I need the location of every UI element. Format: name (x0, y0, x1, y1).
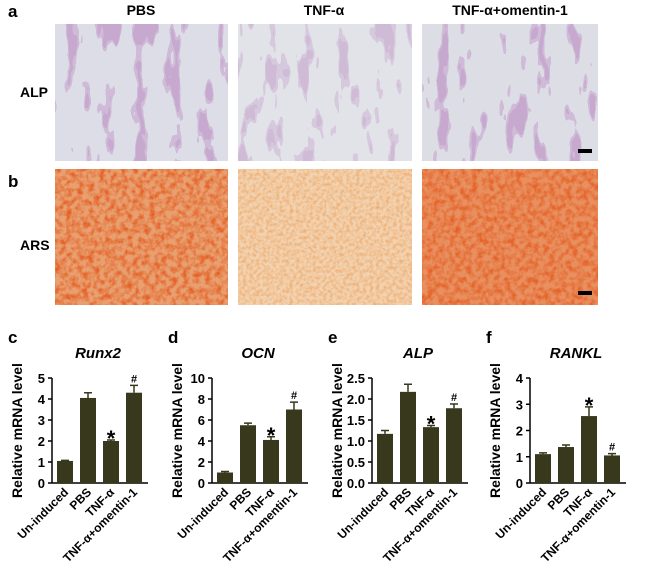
y-tick-label: 1.5 (347, 413, 365, 428)
bar (217, 472, 233, 483)
panel-label: f (486, 328, 492, 347)
y-tick-label: 2 (38, 434, 45, 449)
ars-images (55, 169, 598, 305)
row-label: ALP (20, 84, 48, 100)
y-tick-label: 4 (198, 434, 206, 449)
y-tick-label: 4 (38, 392, 46, 407)
error-bar (267, 436, 275, 440)
y-tick-label: 0 (198, 476, 205, 491)
chart-title: OCN (241, 345, 276, 362)
bar (286, 409, 302, 483)
y-tick-label: 1 (38, 455, 45, 470)
panel-label: b (8, 172, 18, 191)
y-tick-label: 1 (516, 450, 523, 465)
y-axis-label: Relative mRNA level (9, 363, 25, 498)
image-texture (55, 169, 228, 305)
error-bar (450, 403, 458, 409)
y-tick-label: 8 (198, 392, 205, 407)
annotation: * (107, 426, 116, 451)
error-bar (244, 422, 252, 426)
error-bar (608, 452, 616, 456)
bar (558, 447, 574, 483)
y-tick-label: 5 (38, 371, 45, 386)
bar (535, 454, 551, 483)
y-tick-label: 1.0 (347, 434, 365, 449)
bar (581, 416, 597, 483)
y-tick-label: 6 (198, 413, 205, 428)
bar (240, 425, 256, 483)
bar (423, 427, 439, 483)
annotation: # (291, 390, 297, 402)
image-texture (238, 24, 412, 161)
error-bar (107, 439, 115, 441)
error-bar (130, 384, 138, 393)
bar (103, 441, 119, 483)
y-tick-label: 2.0 (347, 392, 365, 407)
y-tick-label: 2 (198, 455, 205, 470)
error-bar (585, 406, 593, 417)
bar (80, 397, 96, 483)
y-axis-label: Relative mRNA level (487, 363, 503, 498)
image-texture (55, 24, 228, 161)
error-bar (381, 429, 389, 434)
panel-label: e (328, 328, 337, 347)
column-header: TNF-α (304, 2, 345, 18)
annotation: # (131, 373, 137, 385)
y-tick-label: 3 (38, 413, 45, 428)
row-label: ARS (20, 237, 50, 253)
error-bar (290, 401, 298, 410)
y-tick-label: 0 (516, 476, 523, 491)
y-tick-label: 0.0 (347, 476, 365, 491)
annotation: * (585, 393, 594, 418)
annotation: # (451, 392, 457, 404)
bar (446, 408, 462, 483)
panel-label: a (8, 2, 18, 21)
y-axis-label: Relative mRNA level (329, 363, 345, 498)
image-texture (422, 169, 598, 305)
chart-title: ALP (402, 345, 434, 362)
annotation: # (609, 442, 615, 454)
annotation: * (427, 411, 436, 436)
y-tick-label: 2.5 (347, 371, 365, 386)
bar (377, 433, 393, 483)
error-bar (61, 459, 69, 462)
column-header: TNF-α+omentin-1 (452, 2, 568, 18)
y-axis-label: Relative mRNA level (169, 363, 185, 498)
y-tick-label: 2 (516, 424, 523, 439)
chart-title: Runx2 (75, 345, 122, 362)
scale-bar (578, 149, 592, 153)
y-tick-label: 3 (516, 397, 523, 412)
y-tick-label: 4 (516, 371, 524, 386)
panel-label: d (168, 328, 178, 347)
bar (57, 460, 73, 483)
bar (400, 391, 416, 483)
error-bar (562, 444, 570, 448)
error-bar (404, 383, 412, 392)
error-bar (427, 424, 435, 428)
y-tick-label: 0 (38, 476, 45, 491)
scale-bar (578, 291, 592, 295)
error-bar (84, 391, 92, 398)
image-texture (422, 24, 598, 161)
error-bar (221, 470, 229, 473)
panel-label: c (8, 328, 17, 347)
annotation: * (267, 423, 276, 448)
error-bar (539, 452, 547, 455)
bar (126, 392, 142, 483)
bar (604, 455, 620, 483)
column-header: PBS (127, 2, 156, 18)
y-tick-label: 10 (191, 371, 205, 386)
chart-title: RANKL (550, 345, 603, 362)
image-texture (238, 169, 412, 305)
alp-images (55, 24, 598, 161)
y-tick-label: 0.5 (347, 455, 365, 470)
bar (263, 439, 279, 483)
